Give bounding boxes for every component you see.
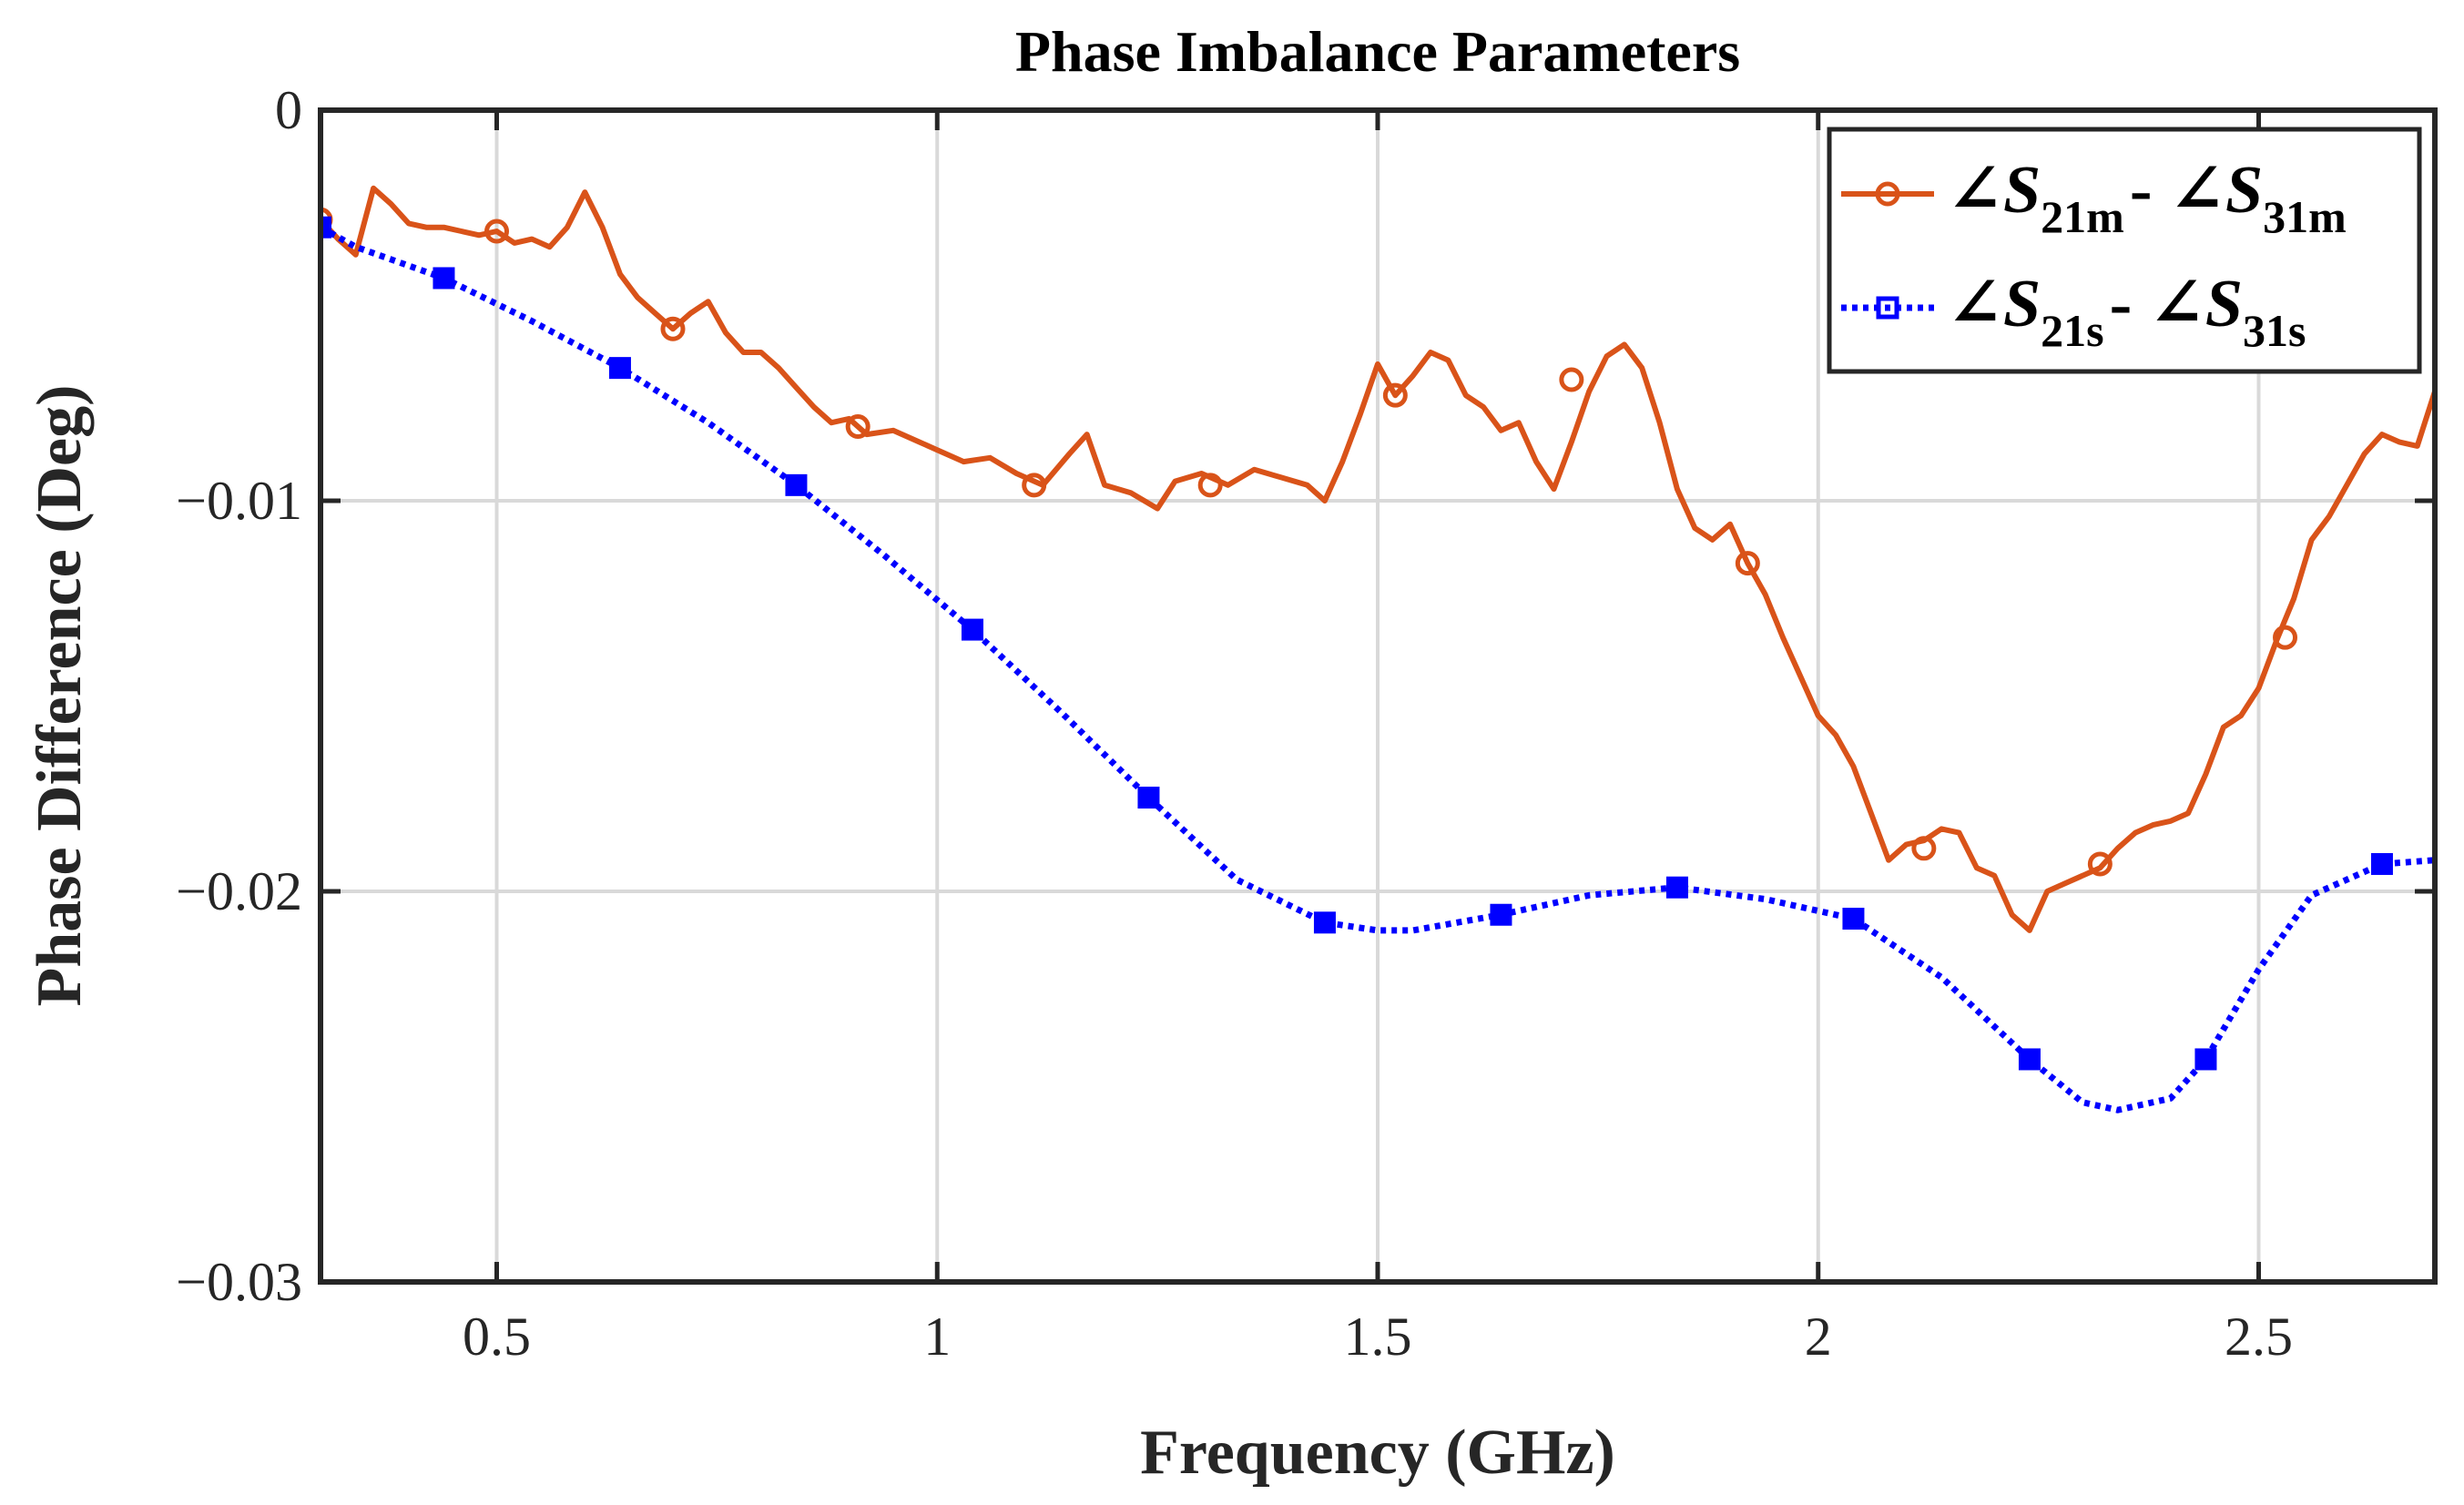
simulated-data-point	[433, 267, 455, 290]
x-tick-label: 1.5	[1344, 1307, 1412, 1367]
legend-measured-angle1: ∠	[1947, 153, 2003, 228]
legend-entry-simulated: ∠S21s- ∠S31s	[1947, 267, 2306, 356]
measured-data-point	[2087, 851, 2113, 877]
legend-entry-measured: ∠S21m- ∠S31m	[1947, 153, 2347, 242]
simulated-data-point	[1665, 876, 1688, 899]
measured-data-point	[2273, 625, 2298, 650]
legend-measured-sub1: 21m	[2041, 191, 2124, 242]
y-tick-label: 0	[275, 80, 302, 140]
legend-simulated-angle2: ∠	[2149, 267, 2205, 341]
legend-measured-angle2: ∠	[2169, 153, 2225, 228]
y-tick-label: −0.03	[176, 1252, 302, 1312]
y-axis-label: Phase Difference (Deg)	[25, 385, 95, 1007]
simulated-data-point	[1490, 903, 1512, 926]
series-simulated-line	[321, 224, 2435, 1113]
simulated-data-point	[785, 473, 808, 496]
legend-box	[1827, 127, 2422, 374]
simulated-data-point	[2018, 1048, 2041, 1071]
x-tick-label: 0.5	[463, 1307, 531, 1367]
measured-data-point	[1735, 551, 1760, 576]
x-tick-label: 2.5	[2225, 1307, 2293, 1367]
series-simulated-markers	[321, 216, 2393, 1071]
measured-data-point	[2451, 373, 2464, 393]
x-tick-label: 2	[1805, 1307, 1832, 1367]
legend-simulated-sym2: S	[2205, 267, 2243, 341]
simulated-data-point	[1842, 908, 1865, 930]
simulated-data-point	[2194, 1048, 2217, 1071]
legend-measured-marker	[1875, 181, 1900, 207]
measured-data-point	[660, 316, 686, 341]
series-measured-line	[321, 185, 2435, 933]
chart-title: Phase Imbalance Parameters	[1015, 19, 1740, 84]
legend-simulated-sub1: 21s	[2041, 305, 2103, 356]
legend: ∠S21m- ∠S31m ∠S21s- ∠S31s	[1827, 127, 2422, 374]
y-tick-label: −0.01	[176, 471, 302, 531]
simulated-data-point	[2370, 852, 2393, 875]
legend-simulated-angle1: ∠	[1947, 267, 2003, 341]
legend-simulated-sym1: S	[2003, 267, 2041, 341]
simulated-data-point	[321, 216, 331, 239]
simulated-data-point	[961, 618, 983, 641]
y-tick-label: −0.02	[176, 861, 302, 921]
series-measured-markers	[321, 207, 2464, 877]
simulated-data-point	[1313, 911, 1336, 934]
legend-measured-sub2: 31m	[2263, 191, 2347, 242]
legend-measured-sep: -	[2130, 153, 2169, 228]
legend-simulated-marker	[1876, 296, 1899, 320]
measured-data-point	[484, 219, 509, 244]
measured-data-point	[845, 413, 871, 439]
x-tick-label: 1	[923, 1307, 951, 1367]
legend-simulated-sub2: 31s	[2243, 305, 2306, 356]
ticks: 0.5 1 1.5 2 2.5 0 −0.01 −0.02 −0.03	[176, 80, 2435, 1367]
measured-data-point	[1197, 473, 1223, 498]
measured-data-point	[1559, 367, 1584, 392]
measured-data-point	[1022, 473, 1047, 498]
measured-data-point	[1382, 382, 1408, 408]
legend-measured-sym1: S	[2003, 153, 2041, 228]
simulated-data-point	[608, 357, 631, 380]
legend-measured-sym2: S	[2225, 153, 2263, 228]
legend-simulated-sep: -	[2110, 267, 2149, 341]
simulated-data-point	[1137, 787, 1160, 809]
measured-data-point	[1911, 836, 1937, 861]
x-axis-label: Frequency (GHz)	[1140, 1418, 1615, 1488]
